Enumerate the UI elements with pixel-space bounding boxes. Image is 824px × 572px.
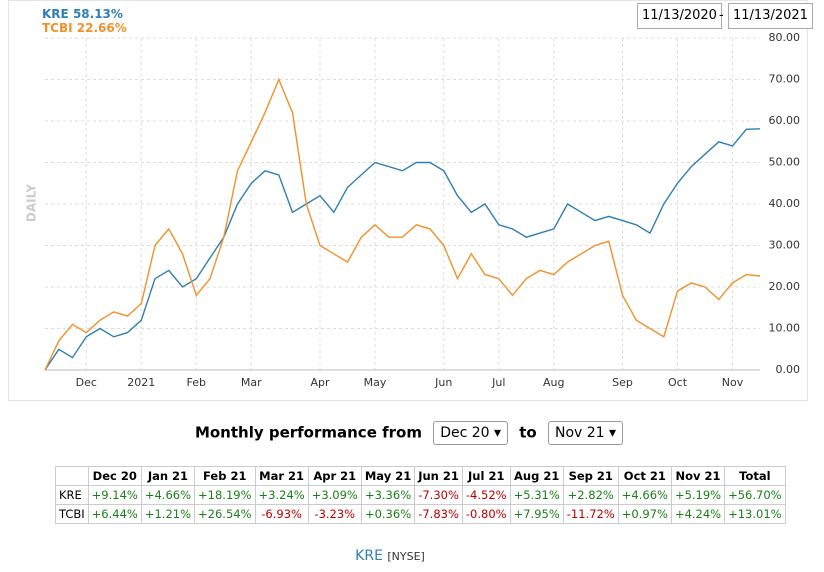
cell: -0.80% [461,504,511,524]
column-header: Total [724,466,786,486]
cell: +5.31% [509,485,564,505]
controls: Monthly performance from Dec 20 to Nov 2… [0,421,824,445]
x-tick-label: Nov [722,376,744,389]
x-tick-label: 2021 [127,376,155,389]
cell: +0.36% [360,504,416,524]
cell: +13.01% [724,504,786,524]
cell: +5.19% [670,485,726,505]
legend-name: TCBI [42,21,73,35]
cell: +1.21% [140,504,196,524]
x-tick-label: Aug [543,376,564,389]
table-row: TCBI +6.44% +1.21% +26.54% -6.93% -3.23% +0.36… [55,504,786,524]
legend-name: KRE [42,7,69,21]
y-tick-label: 60.00 [769,114,801,127]
x-tick-label: Sep [612,376,633,389]
column-header: Feb 21 [194,466,256,486]
column-header: Mar 21 [254,466,309,486]
date-separator: - [719,8,724,23]
footer: KRE [NYSE] [0,548,780,564]
x-tick-label: Oct [668,376,688,389]
y-tick-label: 20.00 [769,280,801,293]
cell: +3.09% [307,485,362,505]
line-series [44,77,761,371]
x-tick-label: Apr [310,376,330,389]
legend-change: 58.13% [73,7,123,21]
y-tick-label: 10.00 [769,322,801,335]
row-label: KRE [55,485,89,505]
column-header: May 21 [360,466,416,486]
date-input[interactable]: 11/13/2020 [637,3,722,29]
cell: +6.44% [87,504,142,524]
cell: -11.72% [562,504,619,524]
table-row: KRE +9.14% +4.66% +18.19% +3.24% +3.09% +3.36%… [55,485,786,505]
y-tick-label: 50.00 [769,156,801,169]
y-tick-label: 0.00 [776,363,801,376]
date-input[interactable]: 11/13/2021 [728,3,813,29]
cell: -4.52% [461,485,511,505]
label: to [519,423,537,442]
column-header: Oct 21 [617,466,672,486]
x-tick-label: Mar [241,376,262,389]
chart-frame [8,0,808,401]
cell: +56.70% [724,485,786,505]
corner-cell [55,466,89,486]
exchange: [NYSE] [387,550,425,563]
performance-table: Dec 20 Jan 21 Feb 21 Mar 21 Apr 21 May 21 Jun … [55,466,786,524]
cell: +18.19% [194,485,256,505]
column-header: Jan 21 [140,466,196,486]
header-row: Dec 20 Jan 21 Feb 21 Mar 21 Apr 21 May 21 Jun … [55,466,786,486]
y-tick-label: 80.00 [769,31,801,44]
cell: -6.93% [254,504,309,524]
column-header: Nov 21 [670,466,726,486]
x-tick-label: Dec [76,376,97,389]
cell: -7.30% [414,485,463,505]
x-tick-label: Jun [434,376,452,389]
y-axis-label: DAILY [25,184,39,222]
cell: +4.66% [617,485,672,505]
cell: -7.83% [414,504,463,524]
cell: +26.54% [194,504,256,524]
cell: +2.82% [562,485,619,505]
cell: +0.97% [617,504,672,524]
cell: +7.95% [509,504,564,524]
legend: KRE 58.13%TCBI 22.66% [42,7,127,35]
select-to[interactable]: Nov 21 [547,421,624,445]
row-label: TCBI [55,504,89,524]
cell: -3.23% [307,504,362,524]
x-tick-label: Jul [491,376,505,389]
cell: +4.66% [140,485,196,505]
legend-change: 22.66% [77,21,127,35]
chart: DAILY KRE 58.13%TCBI 22.66% 0.00 10.00 20.… [8,0,808,401]
legend-entry: TCBI 22.66% [42,21,127,35]
symbol[interactable]: KRE [355,548,383,564]
cell: +9.14% [87,485,142,505]
y-tick-label: 40.00 [769,197,801,210]
line-series [44,128,761,371]
column-header: Aug 21 [509,466,564,486]
column-header: Jun 21 [414,466,463,486]
y-tick-label: 30.00 [769,239,801,252]
column-header: Sep 21 [562,466,619,486]
x-tick-label: Feb [187,376,206,389]
column-header: Jul 21 [461,466,511,486]
y-tick-label: 70.00 [769,73,801,86]
column-header: Apr 21 [307,466,362,486]
legend-entry: KRE 58.13% [42,7,123,21]
column-header: Dec 20 [87,466,142,486]
cell: +4.24% [670,504,726,524]
cell: +3.36% [360,485,416,505]
cell: +3.24% [254,485,309,505]
select-from[interactable]: Dec 20 [433,421,509,445]
label: Monthly performance from [194,423,422,442]
x-tick-label: May [364,376,387,389]
